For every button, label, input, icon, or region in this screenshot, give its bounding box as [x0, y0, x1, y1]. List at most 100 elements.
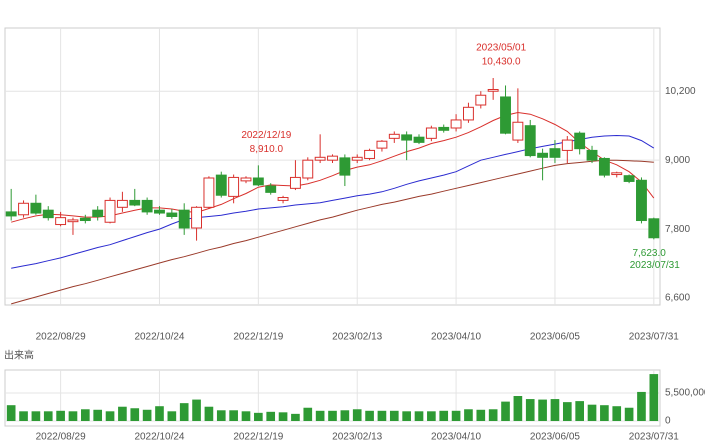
- candle-body: [611, 172, 623, 176]
- volume-bar: [389, 410, 399, 421]
- volume-bar: [402, 411, 411, 421]
- moving-average: [11, 111, 655, 223]
- volume-frame: [4, 369, 661, 427]
- volume-bar: [6, 405, 16, 421]
- candle-body: [104, 199, 116, 223]
- volume-bar: [513, 396, 523, 421]
- volume-bar: [118, 406, 127, 421]
- volume-bar: [365, 410, 374, 421]
- candle-body: [67, 219, 79, 223]
- x-tick-label: 2022/12/19: [233, 332, 283, 343]
- volume-bar: [600, 405, 609, 421]
- candle-body: [228, 176, 240, 197]
- volume-bar: [19, 411, 28, 421]
- candle-body: [438, 126, 450, 131]
- candle-body: [141, 199, 153, 213]
- y-tick-label: 6,600: [665, 293, 690, 304]
- volume-bar: [525, 399, 535, 421]
- candle-body: [215, 174, 227, 196]
- candle-body: [376, 140, 388, 149]
- moving-average: [11, 159, 654, 305]
- volume-bar: [439, 410, 449, 421]
- volume-bar: [612, 406, 622, 421]
- candle-body: [364, 149, 376, 159]
- candle-body: [116, 199, 128, 208]
- candle-body: [636, 179, 647, 222]
- candle-body: [598, 157, 610, 176]
- x-tick-label: 2023/02/13: [332, 332, 382, 343]
- candle-body: [314, 156, 326, 161]
- volume-bar: [167, 411, 177, 421]
- volume-bar: [464, 409, 473, 421]
- x-tick-label: 2023/04/10: [431, 332, 481, 343]
- candle-body: [500, 96, 511, 134]
- volume-bar: [414, 411, 424, 421]
- volume-bar: [68, 411, 78, 421]
- volume-bar: [81, 409, 90, 421]
- candle-body: [561, 139, 573, 151]
- candle-body: [512, 121, 524, 141]
- volume-bar: [241, 411, 251, 421]
- volume-bar: [291, 413, 300, 421]
- candle-body: [586, 149, 598, 161]
- y-tick-label: 9,000: [665, 155, 690, 166]
- volume-bar: [43, 411, 53, 421]
- candle-body: [623, 175, 635, 182]
- y-tick-label: 5,500,000: [665, 388, 705, 399]
- annotation-value: 8,910.0: [250, 144, 284, 155]
- volume-bar: [488, 409, 498, 421]
- volume-bar: [105, 411, 115, 421]
- volume-bar: [624, 407, 634, 421]
- candle-body: [388, 133, 400, 139]
- candle-body: [289, 176, 301, 189]
- candle-body: [463, 106, 474, 121]
- volume-bar: [451, 410, 461, 421]
- x-tick-label: 2022/12/19: [233, 432, 283, 442]
- candle-body: [154, 209, 165, 214]
- candle-body: [327, 155, 338, 161]
- volume-bar: [550, 399, 560, 421]
- volume-bar: [587, 404, 597, 421]
- candle-body: [450, 119, 462, 129]
- candle-body: [425, 127, 437, 139]
- volume-bar: [192, 399, 201, 421]
- volume-bar: [130, 408, 140, 421]
- candle-body: [413, 136, 425, 143]
- volume-bar: [649, 374, 659, 421]
- volume-bar: [31, 411, 41, 421]
- candle-body: [302, 159, 314, 179]
- x-tick-label: 2022/10/24: [134, 432, 184, 442]
- candle-body: [203, 177, 215, 208]
- annotation-date: 2023/07/31: [630, 260, 680, 271]
- annotation-date: 2022/12/19: [241, 130, 291, 141]
- volume-bar: [229, 410, 238, 421]
- candle-body: [30, 202, 42, 214]
- volume-bar: [278, 412, 288, 421]
- volume-bar: [352, 409, 362, 421]
- candle-body: [79, 217, 91, 222]
- candle-body: [549, 148, 561, 158]
- candle-body: [5, 211, 17, 217]
- x-tick-label: 2023/06/05: [530, 332, 580, 343]
- candle-body: [277, 197, 289, 201]
- volume-bar: [303, 407, 313, 421]
- candle-body: [648, 218, 660, 239]
- volume-bar: [93, 409, 103, 421]
- x-tick-label: 2022/08/29: [36, 332, 86, 343]
- annotation-value: 7,623.0: [632, 248, 666, 259]
- x-tick-label: 2023/07/31: [629, 432, 679, 442]
- volume-bar: [56, 410, 65, 421]
- volume-bar: [266, 411, 276, 421]
- annotation-value: 10,430.0: [482, 57, 521, 68]
- x-tick-label: 2023/06/05: [530, 432, 580, 442]
- main-frame: [4, 27, 661, 306]
- volume-bar: [204, 406, 214, 421]
- candle-body: [574, 132, 586, 150]
- candle-body: [265, 185, 277, 193]
- volume-bar: [340, 410, 350, 421]
- volume-bar: [155, 406, 164, 421]
- candle-body: [240, 177, 252, 182]
- x-tick-label: 2022/08/29: [36, 432, 86, 442]
- y-tick-label: 10,200: [665, 86, 696, 97]
